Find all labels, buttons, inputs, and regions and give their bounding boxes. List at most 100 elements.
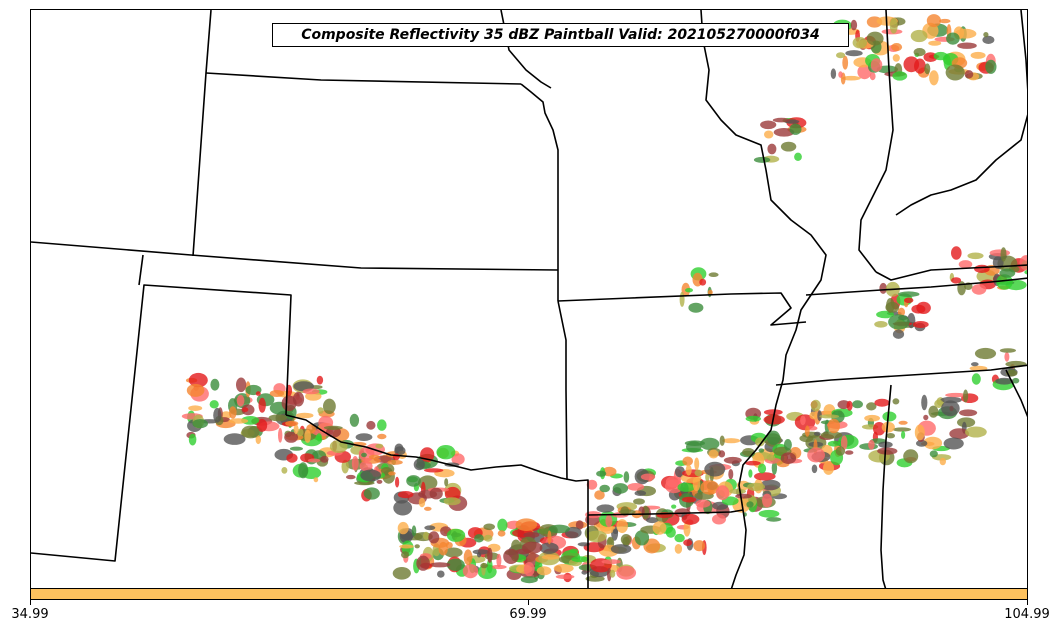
reflectivity-blob (188, 433, 197, 446)
reflectivity-blob (242, 407, 249, 413)
river-ohio (875, 264, 1027, 281)
state-border-il-in (858, 10, 894, 273)
reflectivity-blob (910, 29, 928, 43)
map-area: Composite Reflectivity 35 dBZ Paintball … (30, 9, 1028, 589)
reflectivity-blob (983, 32, 989, 38)
reflectivity-blob (729, 488, 747, 495)
reflectivity-blob (387, 459, 403, 465)
reflectivity-blob (982, 35, 995, 44)
reflectivity-blob (480, 562, 488, 569)
reflectivity-blob (874, 321, 888, 328)
reflectivity-blob (586, 479, 598, 490)
reflectivity-blob (845, 50, 863, 57)
reflectivity-blob (323, 425, 343, 430)
reflectivity-blob (393, 500, 413, 516)
reflectivity-blob (780, 141, 797, 152)
state-border-ar-la (587, 509, 744, 516)
reflectivity-blob (707, 289, 713, 295)
reflectivity-blob (437, 570, 445, 578)
reflectivity-blob (888, 314, 910, 330)
reflectivity-blob (971, 284, 987, 295)
reflectivity-blob (302, 388, 320, 395)
reflectivity-blob (586, 530, 607, 543)
reflectivity-blob (715, 485, 730, 501)
reflectivity-blob (693, 540, 706, 552)
reflectivity-blob (627, 483, 645, 491)
reflectivity-blob (892, 54, 900, 62)
reflectivity-blob (773, 128, 795, 137)
reflectivity-blob (728, 469, 734, 480)
state-border-ok-ks (138, 254, 144, 286)
reflectivity-blob (539, 542, 559, 554)
reflectivity-blob (996, 274, 1013, 290)
reflectivity-blob (416, 555, 430, 571)
reflectivity-blob (921, 394, 928, 411)
reflectivity-blob (767, 430, 781, 445)
reflectivity-blob (974, 264, 990, 273)
reflectivity-blob (351, 456, 359, 471)
state-border-in-ky (895, 10, 1027, 216)
reflectivity-blob (866, 402, 877, 411)
reflectivity-blob (946, 32, 960, 45)
reflectivity-blob (763, 409, 783, 416)
reflectivity-blob (368, 454, 381, 460)
reflectivity-blob (423, 531, 430, 541)
reflectivity-blob (640, 473, 656, 481)
reflectivity-blob (355, 433, 373, 441)
reflectivity-blob (623, 471, 630, 483)
reflectivity-blob (809, 411, 818, 420)
reflectivity-blob (612, 528, 619, 534)
reflectivity-blob (298, 462, 309, 479)
reflectivity-blob (852, 37, 867, 49)
river-mississippi (700, 10, 827, 588)
reflectivity-blob (281, 395, 297, 412)
reflectivity-blob (376, 479, 383, 484)
reflectivity-blob (577, 542, 590, 547)
reflectivity-blob (892, 398, 900, 405)
reflectivity-blob (941, 400, 960, 417)
reflectivity-blob (892, 427, 912, 432)
reflectivity-blob (361, 452, 367, 458)
reflectivity-blob (943, 437, 964, 450)
reflectivity-blob (951, 277, 962, 284)
reflectivity-blob (585, 575, 605, 582)
reflectivity-blob (329, 440, 348, 453)
reflectivity-blob (354, 481, 375, 486)
reflectivity-blob (295, 412, 314, 419)
reflectivity-blob (923, 436, 943, 450)
reflectivity-blob (424, 525, 436, 531)
reflectivity-blob (1019, 255, 1027, 271)
reflectivity-blob (652, 521, 667, 535)
reflectivity-blob (755, 437, 765, 447)
reflectivity-blob (838, 71, 843, 78)
reflectivity-blob (827, 418, 840, 434)
reflectivity-blob (939, 18, 951, 24)
reflectivity-blob (596, 504, 615, 513)
reflectivity-blob (281, 467, 288, 474)
reflectivity-blob (754, 472, 776, 481)
reflectivity-blob (718, 450, 726, 458)
reflectivity-blob (616, 519, 628, 534)
reflectivity-blob (258, 397, 266, 413)
reflectivity-blob (284, 431, 298, 443)
reflectivity-blob (974, 347, 997, 360)
reflectivity-blob (840, 435, 848, 450)
reflectivity-blob (897, 307, 906, 317)
reflectivity-blob (1012, 377, 1020, 384)
state-border-ks-east (520, 83, 559, 301)
reflectivity-blob (926, 14, 942, 28)
reflectivity-blob (445, 542, 453, 549)
reflectivity-blob (901, 430, 906, 439)
state-border-co-east (192, 10, 212, 257)
reflectivity-blob (869, 72, 876, 81)
reflectivity-blob (192, 419, 208, 429)
reflectivity-blob (913, 48, 926, 57)
reflectivity-blob (429, 562, 451, 568)
reflectivity-blob (924, 63, 931, 75)
reflectivity-blob (876, 65, 898, 74)
reflectivity-blob (898, 420, 908, 425)
reflectivity-blob (967, 252, 984, 260)
reflectivity-blob (971, 362, 979, 367)
reflectivity-blob (780, 452, 797, 465)
reflectivity-blob (764, 130, 774, 139)
